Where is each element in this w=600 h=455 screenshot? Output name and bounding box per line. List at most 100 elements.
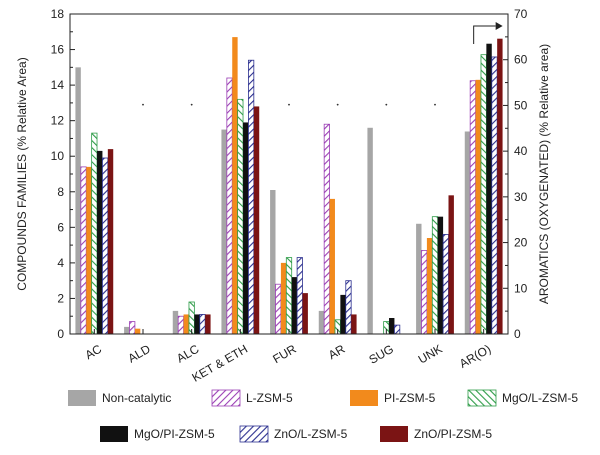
x-tick-label: AC (83, 342, 105, 363)
legend-swatch (211, 389, 241, 407)
bar-non-catalytic-sug (367, 127, 373, 334)
bars-group (75, 37, 503, 335)
bar-zno-l-zsm-5-unk (442, 234, 449, 335)
bar-non-catalytic-unk (416, 223, 422, 334)
bar-mgo-pi-zsm-5-ar (340, 294, 346, 334)
legend-swatch (350, 390, 378, 406)
legend-label: ZnO/L-ZSM-5 (274, 427, 348, 441)
bar-zno-pi-zsm-5-ket-eth (253, 106, 260, 334)
legend-swatch (68, 390, 96, 406)
bar-non-catalytic-ald (124, 326, 130, 334)
y-tick-label: 14 (51, 78, 65, 92)
bar-l-zsm-5-fur (275, 283, 282, 335)
bar-mgo-pi-zsm-5-ket-eth (243, 122, 249, 334)
y2-tick-label: 0 (514, 327, 521, 341)
bar-zno-l-zsm-5-ar (345, 280, 352, 335)
legend-label: L-ZSM-5 (246, 391, 293, 405)
bar-non-catalytic-fur (270, 190, 276, 334)
bar-zno-l-zsm-5-ket-eth (248, 59, 255, 335)
y2-tick-label: 70 (514, 7, 528, 21)
bar-l-zsm-5-ac (80, 166, 87, 335)
y-tick-label: 12 (51, 114, 65, 128)
x-tick-label: ALD (125, 342, 153, 366)
bar-mgo-pi-zsm-5-sug (389, 318, 395, 334)
y2-tick-label: 40 (514, 144, 528, 158)
legend-swatch (467, 389, 497, 407)
y2-tick-label: 60 (514, 53, 528, 67)
y-tick-label: 16 (51, 43, 65, 57)
y-tick-label: 6 (57, 220, 64, 234)
bar-mgo-pi-zsm-5-fur (291, 277, 298, 334)
bar-pi-zsm-5-unk (426, 238, 433, 334)
legend-swatch (100, 426, 128, 442)
bar-mgo-l-zsm-5-ar-o- (480, 54, 487, 335)
bar-mgo-pi-zsm-5-unk (437, 216, 444, 334)
x-tick-label: AR(O) (457, 342, 493, 371)
bar-l-zsm-5-ar-o- (469, 80, 476, 335)
y2-tick-label: 50 (514, 98, 528, 112)
y-tick-label: 18 (51, 7, 65, 21)
bar-mgo-pi-zsm-5-ac (97, 150, 103, 334)
bar-pi-zsm-5-alc (183, 314, 189, 334)
x-tick-label: AR (326, 342, 348, 363)
bar-zno-pi-zsm-5-ar (351, 314, 357, 334)
bar-mgo-pi-zsm-5-alc (194, 314, 200, 334)
x-tick-label: SUG (367, 342, 397, 367)
bar-zno-l-zsm-5-alc (199, 314, 206, 335)
bar-non-catalytic-ket-eth (221, 129, 227, 334)
bar-zno-l-zsm-5-ac (102, 157, 109, 335)
y-tick-label: 4 (57, 256, 64, 270)
bar-mgo-l-zsm-5-fur (285, 257, 293, 335)
legend-label: ZnO/PI-ZSM-5 (414, 427, 492, 441)
bar-pi-zsm-5-ket-eth (232, 37, 238, 335)
bar-mgo-l-zsm-5-ket-eth (237, 98, 244, 335)
x-tick-label: UNK (416, 342, 445, 367)
bar-zno-pi-zsm-5-unk (448, 195, 454, 334)
y-axis-title: COMPOUNDS FAMILIES (% Relative Area) (15, 57, 29, 290)
bar-mgo-pi-zsm-5-ar-o- (486, 43, 492, 335)
bar-non-catalytic-alc (172, 310, 179, 334)
legend-label: Non-catalytic (102, 391, 171, 405)
bar-zno-l-zsm-5-ar-o- (491, 56, 498, 335)
bar-non-catalytic-ar-o- (464, 131, 471, 334)
legend: Non-catalytic L-ZSM-5 PI-ZSM-5 MgO/L-ZSM-5 M… (68, 389, 578, 443)
bar-mgo-l-zsm-5-ac (91, 132, 98, 335)
bar-pi-zsm-5-ac (86, 166, 92, 334)
bar-zno-pi-zsm-5-fur (302, 293, 308, 334)
bar-pi-zsm-5-ald (134, 328, 141, 334)
y2-axis-title: AROMATICS (OXYGENATED) (% Relative area) (537, 44, 551, 304)
y2-tick-label: 30 (514, 190, 528, 204)
bar-zno-pi-zsm-5-ar-o- (497, 38, 503, 334)
y2-tick-label: 10 (514, 281, 528, 295)
legend-label: MgO/PI-ZSM-5 (134, 427, 215, 441)
bar-l-zsm-5-alc (177, 315, 184, 335)
bar-l-zsm-5-unk (421, 250, 428, 335)
legend-swatch (239, 425, 269, 443)
bar-l-zsm-5-ket-eth (226, 77, 233, 335)
x-tick-label: ALC (174, 342, 202, 366)
x-tick-label: FUR (270, 342, 299, 367)
bar-pi-zsm-5-ar (329, 198, 335, 334)
bar-zno-l-zsm-5-sug (394, 324, 401, 335)
bar-l-zsm-5-ar (323, 123, 330, 335)
bar-mgo-l-zsm-5-unk (431, 216, 439, 335)
legend-swatch (380, 426, 408, 442)
bar-pi-zsm-5-fur (280, 262, 287, 334)
y2-tick-label: 20 (514, 236, 528, 250)
bar-non-catalytic-ac (75, 67, 81, 334)
bar-zno-pi-zsm-5-alc (205, 314, 211, 334)
x-tick-label: KET & ETH (190, 342, 251, 385)
secondary-axis-arrow-icon (473, 22, 503, 44)
y-tick-label: 8 (57, 185, 64, 199)
legend-label: PI-ZSM-5 (384, 391, 436, 405)
y-tick-label: 0 (57, 327, 64, 341)
bar-l-zsm-5-ald (129, 321, 136, 335)
bar-pi-zsm-5-ar-o- (475, 79, 481, 334)
bar-zno-pi-zsm-5-ac (107, 149, 114, 334)
bar-zno-l-zsm-5-fur (296, 257, 303, 335)
bar-non-catalytic-ar (318, 310, 325, 334)
y-tick-label: 10 (51, 149, 65, 163)
y-tick-label: 2 (57, 291, 64, 305)
legend-label: MgO/L-ZSM-5 (502, 391, 578, 405)
